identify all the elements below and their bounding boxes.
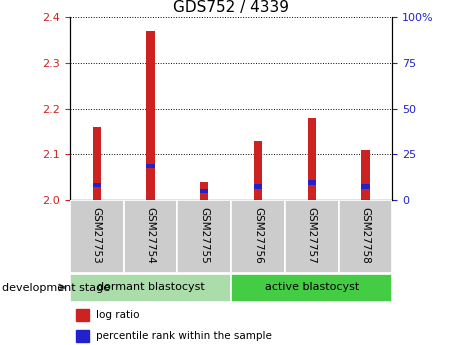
Bar: [231, 200, 285, 273]
Text: GSM27754: GSM27754: [146, 207, 156, 263]
Text: GSM27753: GSM27753: [92, 207, 102, 263]
Text: log ratio: log ratio: [96, 310, 139, 320]
Bar: [231, 274, 392, 302]
Bar: [254, 141, 262, 200]
Bar: [70, 274, 231, 302]
Text: GSM27758: GSM27758: [360, 207, 371, 263]
Bar: [339, 200, 392, 273]
Bar: [285, 200, 339, 273]
Bar: [76, 330, 89, 342]
Bar: [147, 31, 155, 200]
Bar: [93, 183, 101, 187]
Text: GSM27757: GSM27757: [307, 207, 317, 263]
Text: percentile rank within the sample: percentile rank within the sample: [96, 331, 272, 341]
Bar: [200, 182, 208, 200]
Bar: [254, 184, 262, 189]
Bar: [308, 180, 316, 185]
Bar: [361, 184, 369, 189]
Bar: [93, 127, 101, 200]
Text: dormant blastocyst: dormant blastocyst: [97, 283, 204, 293]
Title: GDS752 / 4339: GDS752 / 4339: [173, 0, 289, 15]
Bar: [177, 200, 231, 273]
Text: development stage: development stage: [2, 283, 110, 293]
Bar: [70, 200, 124, 273]
Bar: [147, 164, 155, 168]
Bar: [308, 118, 316, 200]
Text: GSM27755: GSM27755: [199, 207, 209, 263]
Text: GSM27756: GSM27756: [253, 207, 263, 263]
Bar: [200, 189, 208, 193]
Bar: [361, 150, 369, 200]
Bar: [76, 309, 89, 322]
Bar: [124, 200, 177, 273]
Text: active blastocyst: active blastocyst: [265, 283, 359, 293]
